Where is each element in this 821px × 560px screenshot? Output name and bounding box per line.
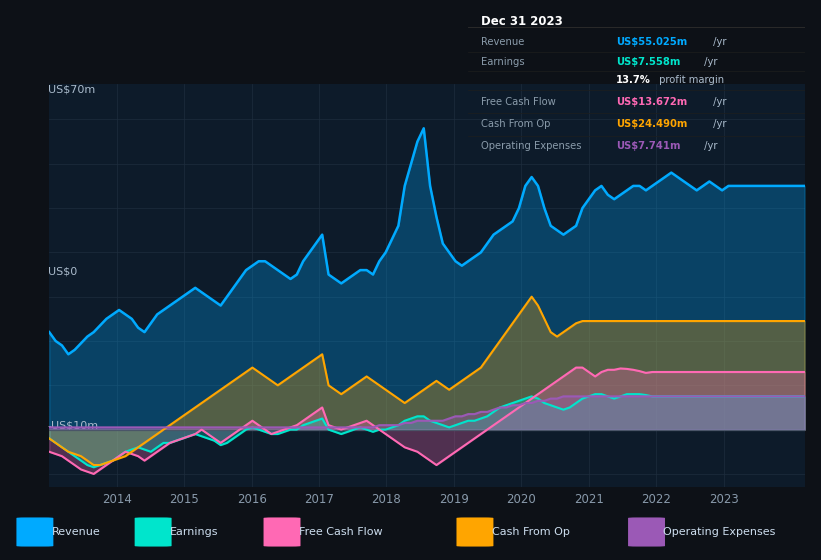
Text: Operating Expenses: Operating Expenses <box>481 141 582 151</box>
Text: profit margin: profit margin <box>657 76 725 86</box>
Text: US$13.672m: US$13.672m <box>616 97 687 106</box>
Text: Dec 31 2023: Dec 31 2023 <box>481 15 563 27</box>
FancyBboxPatch shape <box>135 517 172 547</box>
FancyBboxPatch shape <box>456 517 493 547</box>
Text: 13.7%: 13.7% <box>616 76 651 86</box>
Text: /yr: /yr <box>710 119 727 129</box>
Text: US$7.558m: US$7.558m <box>616 57 681 67</box>
Text: /yr: /yr <box>701 141 718 151</box>
Text: Earnings: Earnings <box>481 57 525 67</box>
Text: US$24.490m: US$24.490m <box>616 119 687 129</box>
Text: Cash From Op: Cash From Op <box>481 119 551 129</box>
Text: Revenue: Revenue <box>481 37 525 47</box>
Text: /yr: /yr <box>701 57 718 67</box>
Text: Operating Expenses: Operating Expenses <box>663 527 776 537</box>
Text: Revenue: Revenue <box>52 527 100 537</box>
Text: Cash From Op: Cash From Op <box>492 527 570 537</box>
Text: Free Cash Flow: Free Cash Flow <box>299 527 383 537</box>
Text: Earnings: Earnings <box>170 527 218 537</box>
FancyBboxPatch shape <box>628 517 665 547</box>
Text: Free Cash Flow: Free Cash Flow <box>481 97 556 106</box>
FancyBboxPatch shape <box>264 517 300 547</box>
FancyBboxPatch shape <box>16 517 53 547</box>
Text: US$55.025m: US$55.025m <box>616 37 687 47</box>
Text: -US$10m: -US$10m <box>48 421 99 431</box>
Text: /yr: /yr <box>710 37 727 47</box>
Text: US$7.741m: US$7.741m <box>616 141 681 151</box>
Text: US$70m: US$70m <box>48 84 95 94</box>
Text: US$0: US$0 <box>48 267 77 277</box>
Text: /yr: /yr <box>710 97 727 106</box>
